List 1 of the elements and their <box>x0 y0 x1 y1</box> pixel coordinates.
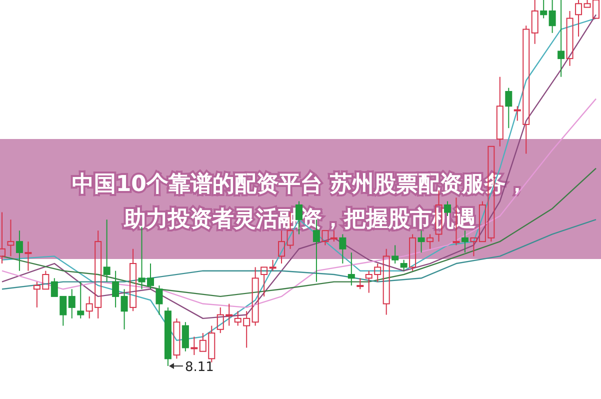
annotation: 8.11 <box>184 360 214 375</box>
